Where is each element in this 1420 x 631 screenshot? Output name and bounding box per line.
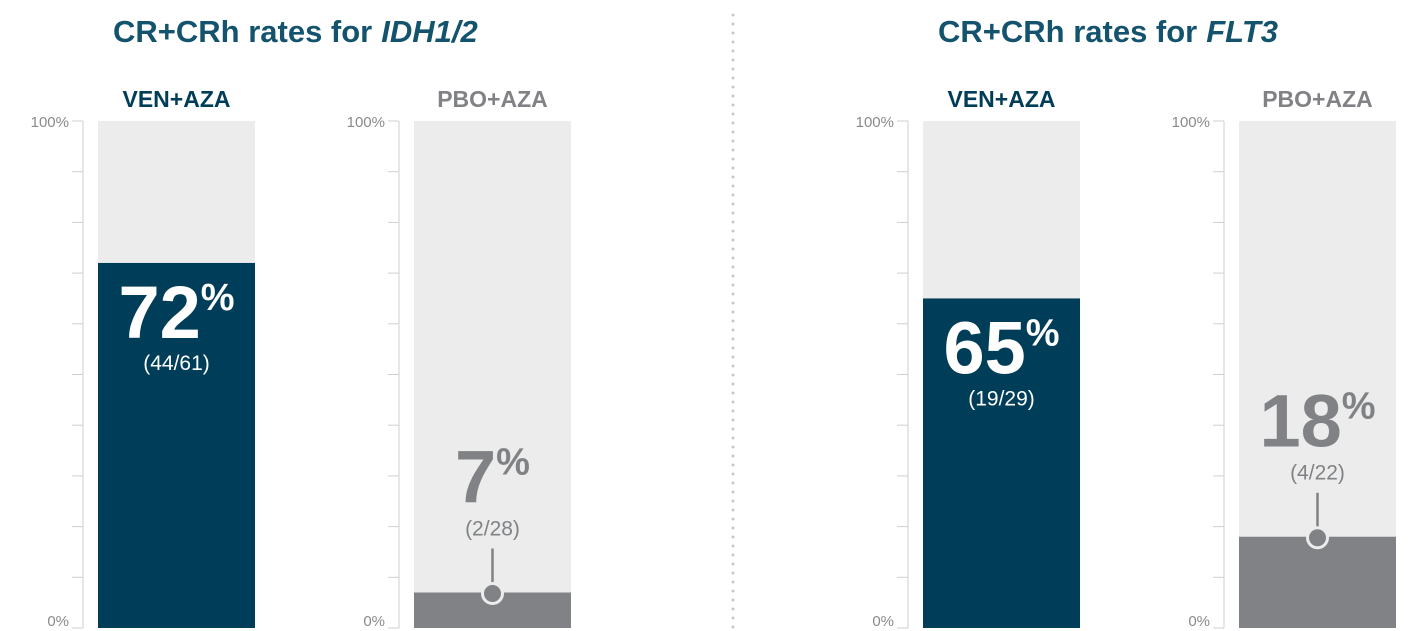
category-label: PBO+AZA — [1262, 86, 1373, 112]
value-label: 7% — [455, 436, 530, 519]
title-emphasis: IDH1/2 — [381, 14, 477, 49]
bar — [1239, 536, 1396, 628]
category-label: PBO+AZA — [437, 86, 548, 112]
y-tick-label: 100% — [856, 114, 894, 131]
title-text: CR+CRh rates for — [113, 14, 372, 49]
value-label: 72% — [118, 271, 234, 354]
fraction-label: (4/22) — [1290, 462, 1345, 485]
value-label: 65% — [943, 306, 1059, 389]
y-tick-label: 100% — [347, 114, 385, 131]
chart-title: CR+CRh rates for FLT3 — [938, 14, 1278, 49]
pin-dot — [1306, 526, 1329, 550]
y-tick-label: 0% — [47, 613, 69, 630]
fraction-label: (44/61) — [143, 352, 210, 375]
fraction-label: (19/29) — [968, 387, 1035, 410]
y-tick-label: 0% — [1188, 613, 1210, 630]
y-tick-label: 100% — [1172, 114, 1210, 131]
track — [414, 121, 571, 628]
fraction-label: (2/28) — [465, 518, 520, 541]
bar — [923, 298, 1080, 628]
value-label: 18% — [1259, 380, 1375, 463]
y-tick-label: 0% — [363, 613, 385, 630]
chart-title: CR+CRh rates for IDH1/2 — [113, 14, 478, 49]
y-tick-label: 0% — [872, 613, 894, 630]
bar — [98, 262, 255, 628]
category-label: VEN+AZA — [123, 86, 231, 112]
y-tick-label: 100% — [31, 114, 69, 131]
pin-dot — [481, 582, 504, 606]
title-emphasis: FLT3 — [1206, 14, 1278, 49]
title-text: CR+CRh rates for — [938, 14, 1197, 49]
category-label: VEN+AZA — [948, 86, 1056, 112]
